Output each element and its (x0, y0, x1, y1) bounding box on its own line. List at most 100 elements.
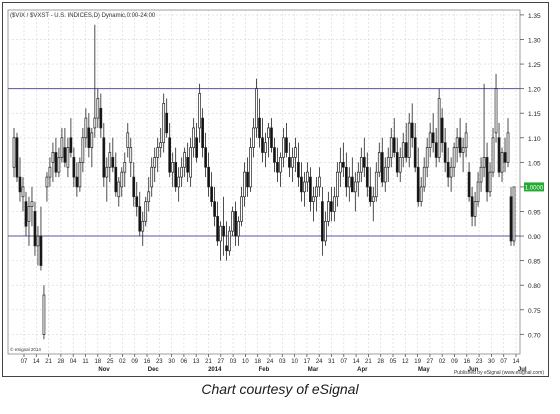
candle-body (183, 152, 187, 168)
x-tick-label: 16 (144, 359, 151, 365)
candle (267, 123, 270, 158)
x-tick-label: 05 (390, 359, 397, 365)
candle-body (105, 166, 109, 178)
candle-body (479, 166, 483, 183)
candle-body (297, 161, 300, 178)
x-tick-label: 31 (328, 359, 335, 365)
candle (300, 162, 303, 202)
candle-body (425, 147, 429, 168)
candle (458, 118, 462, 158)
candle-body (207, 166, 210, 188)
candle (338, 147, 342, 187)
candle-body (63, 147, 67, 163)
candle-body (171, 161, 175, 173)
candle-body (39, 235, 43, 266)
candle-body (42, 294, 46, 335)
candle-body (150, 166, 154, 188)
candle-body (276, 161, 279, 173)
candle-body (407, 122, 411, 158)
candle-body (267, 127, 270, 139)
candle-body (51, 152, 55, 163)
candle (45, 172, 49, 202)
credit-label: Published by eSignal (www.esignal.com) (454, 370, 544, 376)
candle-body (338, 161, 342, 173)
y-tick-label: 0.75 (528, 308, 541, 315)
candle-body (237, 220, 240, 237)
last-value-label: 1.0000 (525, 185, 544, 191)
x-tick-label: 03 (230, 359, 237, 365)
candle-body (330, 201, 333, 212)
candle (66, 137, 70, 178)
candle (48, 157, 52, 187)
candle-body (428, 132, 432, 148)
x-tick-label: 06 (181, 359, 188, 365)
candle (141, 211, 145, 246)
x-tick-label: 10 (291, 359, 298, 365)
candle (168, 123, 172, 178)
candle-body (177, 176, 181, 188)
candle (279, 152, 282, 187)
candle (479, 157, 483, 192)
x-tick-label: 27 (217, 359, 224, 365)
candle (509, 186, 513, 246)
candle-body (225, 245, 228, 252)
candle (294, 137, 297, 173)
candle-body (189, 147, 192, 178)
candle (84, 108, 88, 148)
candle (306, 162, 309, 192)
candle (324, 211, 327, 246)
candle-body (318, 176, 321, 188)
candle-body (57, 157, 61, 173)
candle-body (347, 176, 351, 188)
candle-body (108, 152, 112, 168)
candle-body (93, 117, 97, 129)
candle-body (192, 127, 195, 148)
candle (303, 172, 306, 207)
candle-body (497, 137, 501, 173)
candle-body (147, 191, 151, 203)
x-tick-label: 27 (427, 359, 434, 365)
candle (264, 132, 267, 168)
x-tick-label: 24 (316, 359, 323, 365)
candle-body (123, 161, 127, 173)
candle-body (45, 176, 49, 188)
candle (126, 123, 130, 158)
candle-body (129, 147, 133, 163)
candle-body (503, 152, 507, 163)
candle (204, 132, 207, 178)
candle (434, 127, 438, 168)
candle (225, 221, 228, 261)
candle (362, 137, 366, 178)
candle-body (168, 137, 172, 173)
candle-body (132, 176, 136, 198)
candle-body (506, 132, 510, 163)
candle-body (306, 171, 309, 183)
candle (99, 93, 103, 138)
candle-body (240, 196, 243, 222)
candle-body (219, 225, 222, 242)
candle-body (359, 157, 363, 173)
x-tick-label: 04 (70, 359, 77, 365)
y-tick-label: 0.70 (528, 332, 541, 339)
candle-body (141, 220, 145, 232)
x-tick-label: 14 (33, 359, 40, 365)
candle (353, 172, 357, 212)
candle-body (309, 176, 312, 203)
candle (171, 152, 175, 187)
candle (216, 201, 219, 246)
candle-body (395, 152, 399, 173)
candle-body (159, 142, 163, 148)
y-tick-label: 1.35 (528, 13, 541, 20)
chart-caption: Chart courtesy of eSignal (201, 381, 359, 397)
x-tick-label: 25 (107, 359, 114, 365)
candle (240, 186, 243, 227)
candle (315, 177, 318, 212)
candle (228, 226, 231, 256)
candle (425, 137, 429, 178)
candle (380, 137, 384, 187)
y-tick-label: 1.10 (528, 136, 541, 143)
candle-body (389, 137, 393, 158)
candle-body (222, 225, 225, 237)
candle-body (434, 142, 438, 158)
